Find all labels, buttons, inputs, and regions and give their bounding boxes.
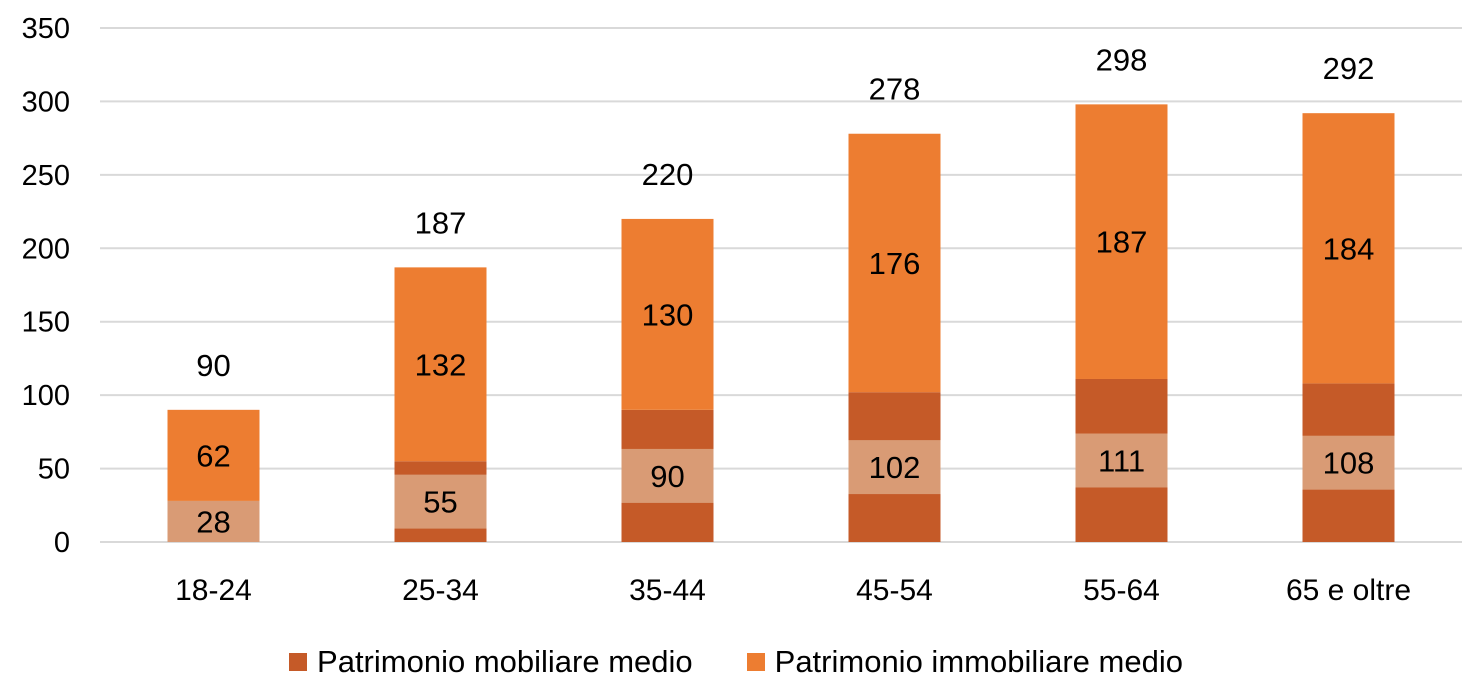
bar-immobiliare — [167, 409, 260, 501]
data-label-total: 90 — [196, 348, 230, 383]
data-label-mobiliare: 90 — [650, 459, 684, 494]
data-label-mobiliare: 55 — [423, 485, 457, 520]
bar-immobiliare — [1302, 113, 1395, 384]
x-axis-ticks: 18-24 25-34 35-44 45-54 55-64 65 e oltre — [175, 574, 1411, 607]
data-label-mobiliare: 102 — [869, 450, 921, 485]
stacked-bar-chart: 0 50 100 150 200 250 300 350 28 62 90 55 132 187 90 13… — [22, 13, 1462, 607]
x-tick-label: 25-34 — [402, 574, 479, 607]
y-tick-label: 100 — [22, 380, 70, 412]
bar-immobiliare — [394, 267, 487, 462]
bar-mobiliare-label-band — [848, 440, 941, 495]
data-label-immobiliare: 62 — [196, 438, 230, 473]
data-label-mobiliare: 28 — [196, 504, 230, 539]
y-tick-label: 200 — [22, 233, 70, 265]
data-label-mobiliare: 111 — [1098, 443, 1145, 478]
data-label-total: 187 — [415, 205, 467, 240]
data-label-immobiliare: 176 — [869, 246, 921, 281]
bar-mobiliare-label-band — [621, 448, 714, 503]
y-tick-label: 250 — [22, 160, 70, 192]
legend-swatch-mobiliare — [289, 653, 308, 671]
bar-immobiliare — [848, 133, 941, 393]
legend-swatch-immobiliare — [746, 653, 765, 671]
x-tick-label: 18-24 — [175, 574, 252, 607]
bar-immobiliare — [621, 218, 714, 410]
legend-item-immobiliare: Patrimonio immobiliare medio — [746, 644, 1183, 680]
data-label-immobiliare: 187 — [1096, 225, 1148, 260]
y-tick-label: 350 — [22, 13, 70, 45]
x-tick-label: 35-44 — [629, 574, 706, 607]
y-tick-label: 300 — [22, 86, 70, 118]
y-tick-label: 50 — [38, 454, 70, 486]
y-tick-label: 0 — [54, 527, 70, 559]
data-label-immobiliare: 184 — [1323, 231, 1375, 266]
y-tick-label: 150 — [22, 307, 70, 339]
x-tick-label: 65 e oltre — [1286, 574, 1411, 607]
x-tick-label: 45-54 — [856, 574, 933, 607]
bars — [167, 104, 1395, 542]
y-axis-ticks: 0 50 100 150 200 250 300 350 — [22, 13, 70, 559]
data-label-immobiliare: 130 — [642, 297, 694, 332]
data-label-total: 278 — [869, 72, 921, 107]
legend-item-mobiliare: Patrimonio mobiliare medio — [289, 644, 693, 680]
data-label-mobiliare: 108 — [1323, 446, 1375, 481]
data-labels: 28 62 90 55 132 187 90 130 220 102 176 278 111 187 298… — [196, 42, 1374, 539]
data-label-total: 220 — [642, 157, 694, 192]
bar-mobiliare-label-band — [394, 474, 487, 529]
data-label-immobiliare: 132 — [415, 347, 467, 382]
data-label-total: 298 — [1096, 42, 1148, 77]
legend-label-mobiliare: Patrimonio mobiliare medio — [317, 644, 693, 679]
x-tick-label: 55-64 — [1083, 574, 1160, 607]
legend: Patrimonio mobiliare medio Patrimonio im… — [0, 640, 1472, 684]
data-label-total: 292 — [1323, 51, 1375, 86]
legend-label-immobiliare: Patrimonio immobiliare medio — [774, 644, 1183, 679]
gridlines — [100, 27, 1462, 543]
bar-immobiliare — [1075, 104, 1168, 379]
bar-mobiliare-label-band — [1075, 433, 1168, 488]
bar-mobiliare-label-band — [1302, 435, 1395, 490]
bar-mobiliare-label-band — [167, 500, 260, 542]
